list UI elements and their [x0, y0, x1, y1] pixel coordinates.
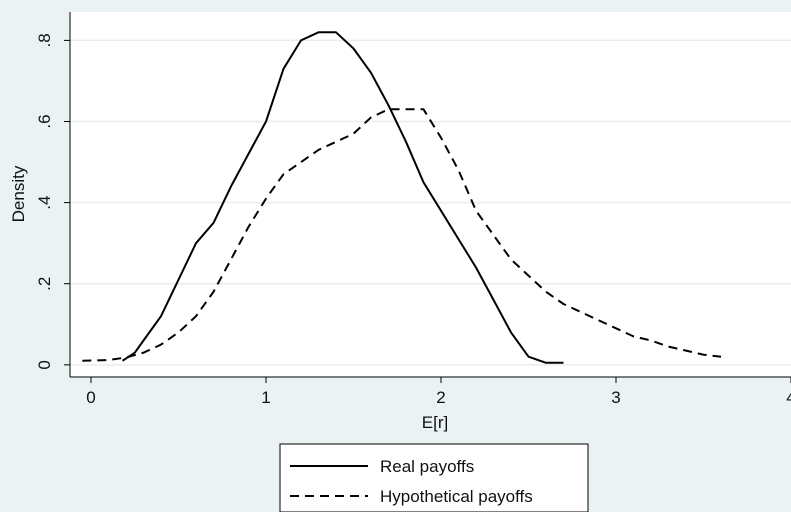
series-line-hypothetical-payoffs [82, 108, 722, 362]
y-axis-title: Density [9, 165, 28, 222]
x-axis-title: E[r] [422, 413, 448, 432]
series-line-real-payoffs [121, 31, 564, 364]
axes [69, 12, 791, 378]
y-tick-label-0: 0 [35, 360, 54, 369]
x-tick-label-1: 1 [261, 388, 270, 407]
legend: Real payoffs Hypothetical payoffs [279, 443, 589, 512]
x-tick-label-2: 2 [436, 388, 445, 407]
x-axis-ticks: 0 1 2 3 4 [86, 377, 791, 407]
y-tick-label-4: .8 [35, 33, 54, 47]
y-tick-label-3: .6 [35, 114, 54, 128]
y-tick-label-2: .4 [35, 196, 54, 210]
y-tick-label-1: .2 [35, 277, 54, 291]
y-axis-ticks: 0 .2 .4 .6 .8 [35, 33, 70, 370]
legend-label-real-payoffs: Real payoffs [380, 457, 474, 476]
legend-label-hypothetical-payoffs: Hypothetical payoffs [380, 487, 533, 506]
legend-box [279, 443, 589, 512]
x-tick-label-3: 3 [611, 388, 620, 407]
x-tick-label-0: 0 [86, 388, 95, 407]
x-tick-label-4: 4 [786, 388, 791, 407]
series-lines [82, 31, 722, 364]
